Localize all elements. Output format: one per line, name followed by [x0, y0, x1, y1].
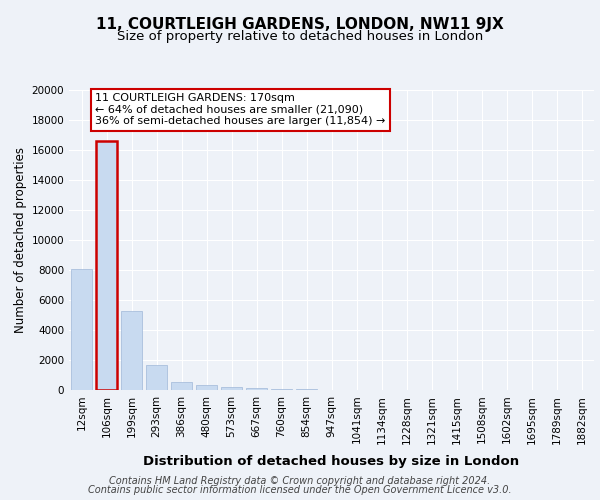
- Y-axis label: Number of detached properties: Number of detached properties: [14, 147, 27, 333]
- Text: 11, COURTLEIGH GARDENS, LONDON, NW11 9JX: 11, COURTLEIGH GARDENS, LONDON, NW11 9JX: [96, 18, 504, 32]
- Bar: [96, 141, 117, 390]
- Text: 11 COURTLEIGH GARDENS: 170sqm
← 64% of detached houses are smaller (21,090)
36% : 11 COURTLEIGH GARDENS: 170sqm ← 64% of d…: [95, 93, 386, 126]
- Bar: [146, 364, 167, 390]
- Text: Size of property relative to detached houses in London: Size of property relative to detached ho…: [117, 30, 483, 43]
- Bar: [196, 385, 217, 390]
- Bar: [246, 388, 267, 390]
- Bar: [171, 382, 192, 390]
- Text: Contains public sector information licensed under the Open Government Licence v3: Contains public sector information licen…: [88, 485, 512, 495]
- Bar: [221, 386, 242, 390]
- Text: Contains HM Land Registry data © Crown copyright and database right 2024.: Contains HM Land Registry data © Crown c…: [109, 476, 491, 486]
- X-axis label: Distribution of detached houses by size in London: Distribution of detached houses by size …: [143, 454, 520, 468]
- Bar: [296, 389, 317, 390]
- Bar: [71, 268, 92, 390]
- Bar: [121, 310, 142, 390]
- Bar: [271, 388, 292, 390]
